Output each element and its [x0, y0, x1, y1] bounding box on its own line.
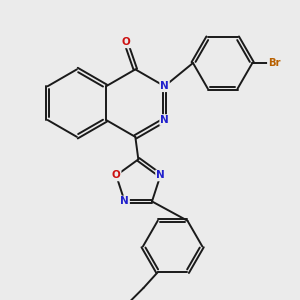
Text: N: N — [120, 196, 129, 206]
Text: N: N — [160, 81, 169, 91]
Text: N: N — [160, 115, 169, 125]
Text: O: O — [112, 170, 121, 180]
Text: Br: Br — [268, 58, 280, 68]
Text: N: N — [156, 170, 165, 180]
Text: O: O — [122, 38, 130, 47]
